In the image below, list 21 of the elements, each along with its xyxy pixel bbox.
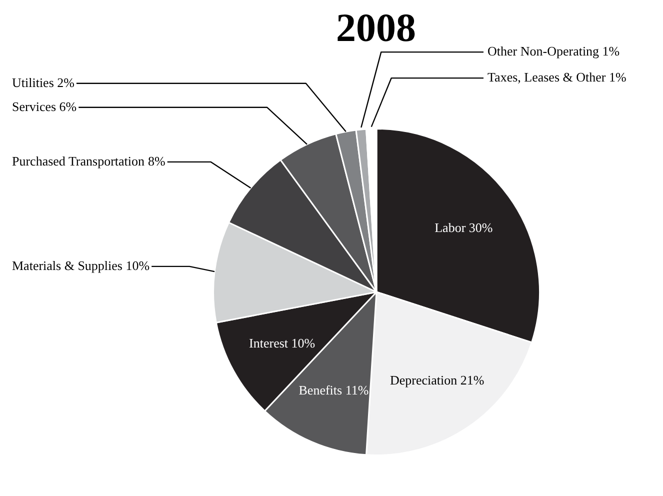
data-label: 10% xyxy=(126,258,150,273)
slice-label: Materials & Supplies xyxy=(12,258,122,273)
slice-label: Other Non-Operating xyxy=(488,43,600,58)
data-label: 11% xyxy=(345,382,369,398)
data-label: 1% xyxy=(602,43,620,58)
slice-label: Services xyxy=(12,98,56,114)
chart-title: 2008 xyxy=(336,5,416,50)
data-label: 10% xyxy=(291,335,316,350)
data-label: 6% xyxy=(59,98,77,114)
data-label: 30% xyxy=(468,220,493,236)
data-label: 2% xyxy=(57,74,75,90)
slice-label: Benefits xyxy=(298,382,342,398)
data-label: 1% xyxy=(608,69,626,84)
data-label: 8% xyxy=(148,153,166,168)
slice-label: Labor xyxy=(434,220,466,236)
slice-label: Interest xyxy=(249,335,288,350)
slice-label: Depreciation xyxy=(390,372,458,388)
slice-label: Utilities xyxy=(12,74,54,90)
slice-label: Purchased Transportation xyxy=(12,153,146,168)
data-label: 21% xyxy=(460,372,484,388)
slice-label: Taxes, Leases & Other xyxy=(488,69,606,84)
